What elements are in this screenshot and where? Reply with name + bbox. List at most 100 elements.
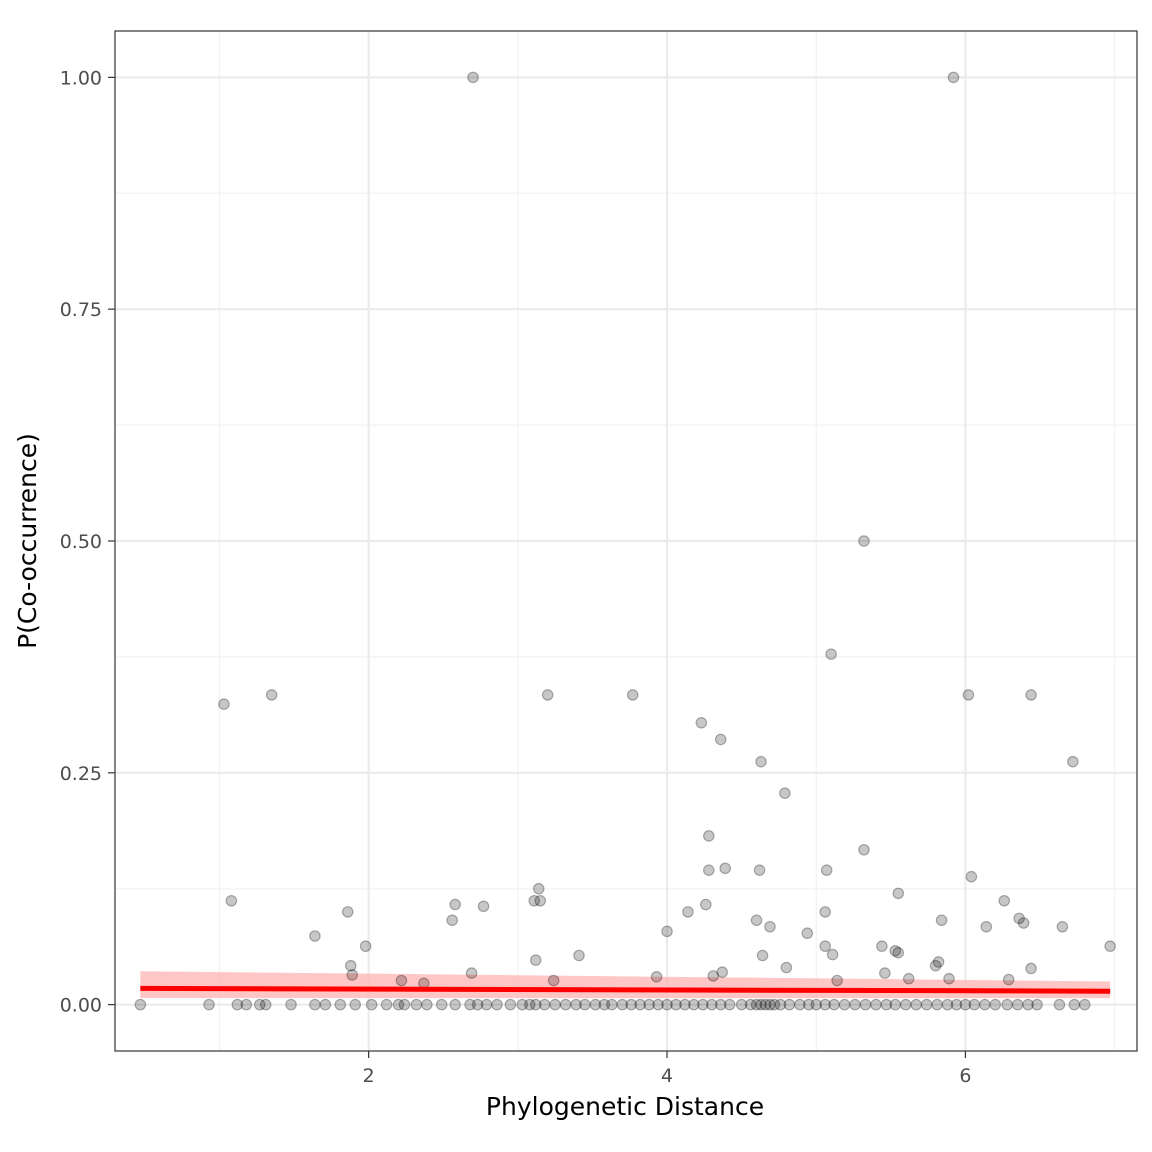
data-point: [892, 887, 905, 900]
data-point: [714, 733, 727, 746]
data-point: [589, 998, 602, 1011]
data-point: [528, 894, 541, 907]
data-point: [265, 689, 278, 701]
data-point: [410, 998, 423, 1011]
data-point: [849, 998, 861, 1011]
data-point: [626, 689, 639, 701]
data-point: [465, 967, 478, 979]
data-point: [538, 998, 551, 1011]
data-point: [573, 949, 585, 962]
data-point: [1031, 998, 1043, 1011]
data-point: [1011, 998, 1024, 1011]
data-point: [920, 998, 933, 1011]
data-point: [705, 998, 718, 1011]
data-point: [579, 998, 591, 1011]
data-point: [943, 972, 955, 985]
data-point: [1022, 998, 1034, 1011]
data-point: [858, 535, 870, 547]
data-point: [688, 998, 700, 1011]
data-point: [1017, 917, 1030, 929]
y-axis-title: P(Co-occurrence): [13, 433, 42, 649]
data-point: [810, 998, 823, 1011]
data-point: [1053, 998, 1066, 1011]
data-point: [218, 698, 230, 710]
data-point: [695, 716, 708, 729]
y-tick-label: 0.00: [60, 995, 102, 1017]
y-tick-label: 1.00: [60, 67, 102, 89]
data-point: [549, 998, 561, 1011]
data-point: [826, 948, 839, 961]
data-point: [541, 689, 554, 701]
data-point: [467, 71, 479, 84]
data-point: [240, 998, 253, 1011]
data-point: [756, 949, 769, 962]
data-points: [134, 71, 1116, 1011]
data-point: [570, 998, 582, 1011]
data-point: [1056, 920, 1069, 933]
data-point: [719, 862, 732, 875]
data-point: [735, 998, 748, 1011]
data-point: [435, 998, 448, 1011]
data-point: [910, 998, 922, 1011]
data-point: [523, 998, 536, 1011]
data-point: [929, 959, 942, 972]
data-point: [661, 998, 673, 1011]
data-point: [477, 900, 490, 913]
data-point: [831, 974, 843, 987]
data-point: [365, 998, 378, 1011]
data-point: [1025, 962, 1037, 975]
data-point: [534, 894, 547, 907]
data-point: [334, 998, 347, 1011]
data-point: [309, 998, 321, 1011]
trend-line-layer: [140, 985, 1111, 994]
data-point: [941, 998, 954, 1011]
data-point: [346, 969, 359, 981]
data-point: [616, 998, 629, 1011]
data-point: [889, 945, 902, 957]
data-point: [750, 998, 763, 1011]
data-point: [446, 914, 458, 927]
data-point: [774, 998, 787, 1011]
data-point: [858, 843, 870, 856]
data-point: [794, 998, 806, 1011]
grid-lines: [115, 31, 1137, 1051]
data-point: [998, 894, 1011, 907]
data-point: [344, 959, 357, 972]
data-point: [899, 998, 912, 1011]
data-point: [935, 914, 948, 927]
data-point: [879, 967, 891, 979]
data-point: [780, 961, 793, 974]
data-point: [1067, 755, 1079, 768]
data-point: [959, 998, 972, 1011]
data-point: [889, 998, 902, 1011]
data-point: [516, 998, 529, 1011]
data-point: [980, 920, 993, 933]
data-point: [802, 998, 815, 1011]
data-point: [625, 998, 638, 1011]
data-point: [253, 998, 266, 1011]
data-point: [559, 998, 572, 1011]
data-point: [753, 864, 766, 876]
data-point: [783, 998, 796, 1011]
data-point: [532, 882, 545, 895]
data-point: [652, 998, 664, 1011]
data-point: [876, 940, 888, 953]
data-point: [471, 998, 484, 1011]
data-point: [1025, 689, 1037, 701]
data-point: [755, 998, 767, 1011]
data-point: [723, 998, 736, 1011]
x-axis-title: Phylogenetic Distance: [486, 1092, 764, 1121]
data-point: [764, 998, 776, 1011]
data-point: [319, 998, 332, 1011]
data-point: [529, 954, 542, 966]
data-point: [529, 998, 542, 1011]
x-tick-label: 2: [363, 1065, 375, 1087]
data-point: [380, 998, 393, 1011]
data-point: [480, 998, 493, 1011]
data-point: [421, 998, 433, 1011]
data-point: [598, 998, 611, 1011]
data-point: [764, 920, 776, 933]
data-point: [828, 998, 840, 1011]
